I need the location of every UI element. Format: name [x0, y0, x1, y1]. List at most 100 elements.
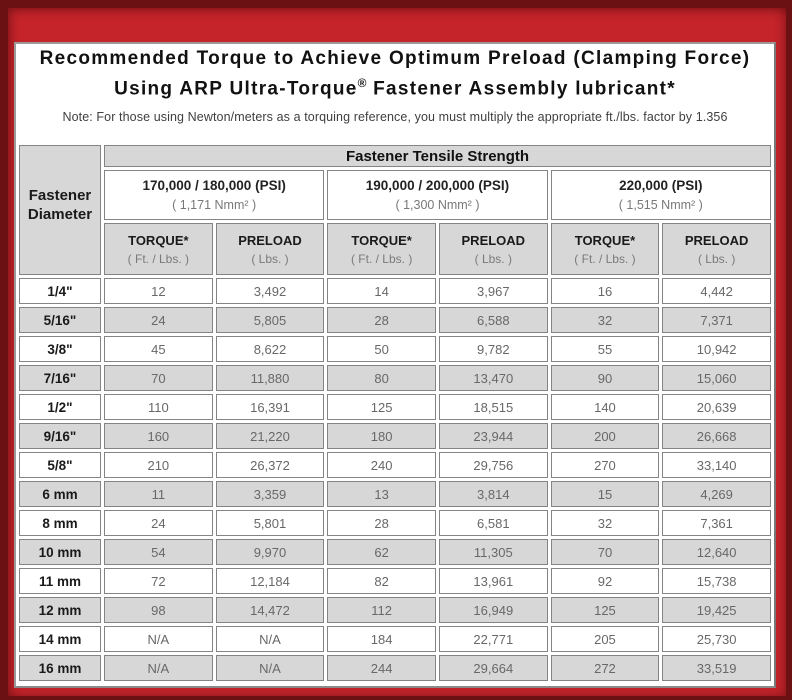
torque-value-cell: 140: [550, 394, 660, 421]
table-row: 16 mm N/A N/A 244 29,664 272 33,519: [19, 655, 771, 682]
preload-value-cell: 33,140: [662, 452, 771, 479]
torque-value-cell: 180: [327, 423, 436, 450]
preload-value-cell: 4,442: [662, 278, 771, 305]
torque-value-cell: 160: [104, 423, 213, 450]
torque-value-cell: 80: [327, 365, 436, 392]
torque-value-cell: 200: [550, 423, 660, 450]
preload-value-cell: 3,967: [438, 278, 548, 305]
column-header-label: TORQUE*: [351, 232, 412, 248]
torque-column-header: TORQUE* ( Ft. / Lbs. ): [550, 223, 660, 276]
preload-value-cell: 7,371: [662, 307, 771, 334]
fastener-diameter-cell: 16 mm: [19, 655, 101, 682]
torque-value-cell: 28: [327, 510, 436, 537]
torque-value-cell: 16: [550, 278, 660, 305]
torque-value-cell: 54: [104, 539, 213, 566]
page-title: Recommended Torque to Achieve Optimum Pr…: [16, 44, 774, 101]
preload-value-cell: 16,391: [215, 394, 325, 421]
title-line-2-suffix: Fastener Assembly lubricant*: [366, 78, 676, 100]
fastener-diameter-cell: 1/2": [19, 394, 101, 421]
preload-value-cell: 11,305: [438, 539, 548, 566]
torque-value-cell: 240: [327, 452, 436, 479]
preload-value-cell: 7,361: [662, 510, 771, 537]
title-line-1: Recommended Torque to Achieve Optimum Pr…: [39, 48, 751, 69]
torque-value-cell: 12: [104, 278, 213, 305]
torque-value-cell: 184: [327, 626, 436, 653]
preload-value-cell: 20,639: [662, 394, 771, 421]
fastener-diameter-cell: 5/8": [19, 452, 101, 479]
fastener-diameter-cell: 7/16": [19, 365, 101, 392]
psi-group-header: 170,000 / 180,000 (PSI) ( 1,171 Nmm² ): [104, 170, 325, 221]
table-row: 5/8" 210 26,372 240 29,756 270 33,140: [19, 452, 771, 479]
preload-value-cell: 5,805: [215, 307, 325, 334]
preload-value-cell: 9,782: [438, 336, 548, 363]
torque-value-cell: 14: [327, 278, 436, 305]
column-header-unit: ( Lbs. ): [697, 251, 736, 266]
column-header-label: TORQUE*: [128, 232, 189, 248]
preload-value-cell: 8,622: [215, 336, 325, 363]
torque-value-cell: 244: [327, 655, 436, 682]
preload-value-cell: 18,515: [438, 394, 548, 421]
preload-value-cell: 13,470: [438, 365, 548, 392]
torque-value-cell: 110: [104, 394, 213, 421]
preload-value-cell: N/A: [215, 655, 325, 682]
psi-rating: 170,000 / 180,000 (PSI): [142, 178, 286, 194]
fastener-diameter-cell: 1/4": [19, 278, 101, 305]
preload-column-header: PRELOAD ( Lbs. ): [215, 223, 325, 276]
torque-value-cell: 28: [327, 307, 436, 334]
nmm2-rating: ( 1,515 Nmm² ): [618, 198, 703, 213]
torque-value-cell: 205: [550, 626, 660, 653]
preload-value-cell: 13,961: [438, 568, 548, 595]
preload-value-cell: 3,814: [438, 481, 548, 508]
table-row: 12 mm 98 14,472 112 16,949 125 19,425: [19, 597, 771, 624]
torque-value-cell: 210: [104, 452, 213, 479]
fastener-diameter-cell: 5/16": [19, 307, 101, 334]
torque-value-cell: 13: [327, 481, 436, 508]
corner-line-2: Diameter: [27, 206, 93, 224]
table-row: 10 mm 54 9,970 62 11,305 70 12,640: [19, 539, 771, 566]
table-row: 14 mm N/A N/A 184 22,771 205 25,730: [19, 626, 771, 653]
preload-value-cell: 3,359: [215, 481, 325, 508]
preload-value-cell: 22,771: [438, 626, 548, 653]
preload-value-cell: 26,372: [215, 452, 325, 479]
preload-value-cell: 25,730: [662, 626, 771, 653]
torque-value-cell: 62: [327, 539, 436, 566]
torque-value-cell: 82: [327, 568, 436, 595]
preload-value-cell: 10,942: [662, 336, 771, 363]
psi-rating: 220,000 (PSI): [619, 178, 703, 194]
preload-value-cell: 5,801: [215, 510, 325, 537]
torque-value-cell: 272: [550, 655, 660, 682]
torque-value-cell: 32: [550, 307, 660, 334]
nmm2-rating: ( 1,171 Nmm² ): [172, 198, 257, 213]
fastener-diameter-cell: 12 mm: [19, 597, 101, 624]
sub-header-row: TORQUE* ( Ft. / Lbs. ) PRELOAD ( Lbs. ) TORQ…: [19, 223, 771, 276]
column-header-unit: ( Lbs. ): [474, 251, 512, 266]
preload-value-cell: 14,472: [215, 597, 325, 624]
fastener-diameter-cell: 6 mm: [19, 481, 101, 508]
fastener-diameter-cell: 8 mm: [19, 510, 101, 537]
torque-preload-table: Fastener Diameter Fastener Tensile Stren…: [16, 142, 774, 684]
torque-value-cell: 72: [104, 568, 213, 595]
table-row: 6 mm 11 3,359 13 3,814 15 4,269: [19, 481, 771, 508]
preload-value-cell: 6,588: [438, 307, 548, 334]
table-row: 11 mm 72 12,184 82 13,961 92 15,738: [19, 568, 771, 595]
fastener-diameter-cell: 10 mm: [19, 539, 101, 566]
preload-value-cell: 21,220: [215, 423, 325, 450]
torque-value-cell: 70: [550, 539, 660, 566]
torque-value-cell: 24: [104, 307, 213, 334]
preload-value-cell: 11,880: [215, 365, 325, 392]
torque-value-cell: 50: [327, 336, 436, 363]
preload-value-cell: 6,581: [438, 510, 548, 537]
torque-value-cell: N/A: [104, 626, 213, 653]
preload-column-header: PRELOAD ( Lbs. ): [438, 223, 548, 276]
title-line-2-text: Using ARP Ultra-Torque: [114, 78, 358, 100]
torque-value-cell: N/A: [104, 655, 213, 682]
fastener-diameter-cell: 11 mm: [19, 568, 101, 595]
fastener-diameter-cell: 9/16": [19, 423, 101, 450]
torque-value-cell: 55: [550, 336, 660, 363]
nmm2-rating: ( 1,300 Nmm² ): [395, 198, 480, 213]
torque-value-cell: 32: [550, 510, 660, 537]
torque-value-cell: 92: [550, 568, 660, 595]
torque-value-cell: 98: [104, 597, 213, 624]
torque-column-header: TORQUE* ( Ft. / Lbs. ): [327, 223, 436, 276]
